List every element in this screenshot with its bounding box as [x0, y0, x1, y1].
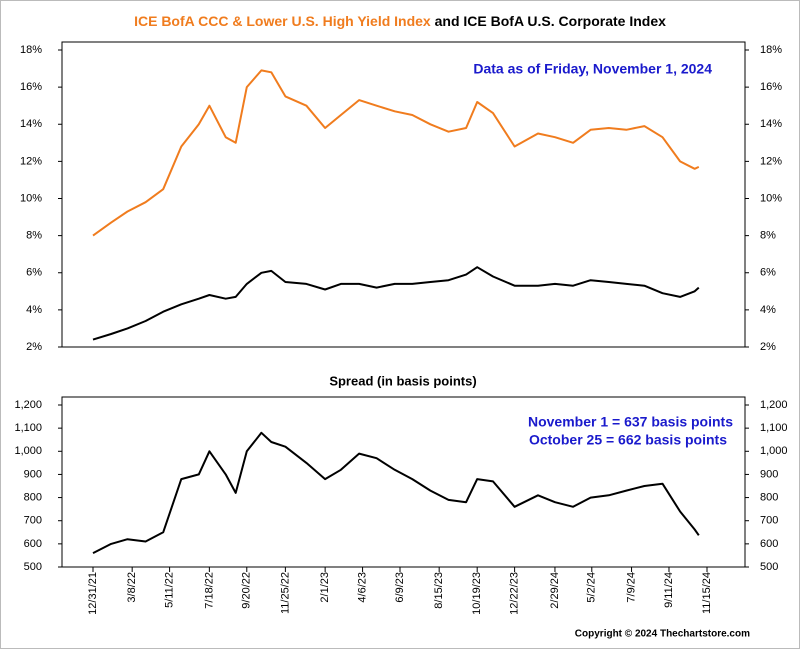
y2-tick-label: 800 [760, 491, 778, 503]
y-tick-label: 1,000 [14, 445, 42, 457]
y2-tick-label: 1,200 [760, 399, 788, 411]
y2-tick-label: 18% [760, 44, 782, 56]
x-tick-label: 7/18/22 [203, 572, 215, 609]
y-tick-label: 2% [26, 341, 42, 353]
y-tick-label: 12% [20, 155, 42, 167]
x-tick-label: 9/11/24 [663, 572, 675, 608]
y-tick-label: 6% [26, 267, 42, 279]
series-line [92, 69, 700, 237]
y2-tick-label: 10% [760, 192, 782, 204]
y-tick-label: 18% [20, 44, 42, 56]
x-tick-label: 4/6/23 [356, 572, 368, 603]
series-line [92, 266, 700, 341]
y2-tick-label: 500 [760, 561, 778, 573]
x-tick-label: 3/8/22 [126, 572, 138, 603]
x-tick-label: 2/29/24 [549, 572, 561, 609]
y2-tick-label: 2% [760, 341, 776, 353]
x-tick-label: 5/11/22 [164, 572, 176, 608]
series-line [92, 431, 700, 554]
y2-tick-label: 900 [760, 468, 778, 480]
x-tick-label: 12/22/23 [509, 572, 521, 615]
x-tick-label: 8/15/23 [433, 572, 445, 609]
x-tick-label: 11/25/22 [279, 572, 291, 614]
y-tick-label: 8% [26, 230, 42, 242]
x-tick-label: 5/2/24 [586, 572, 598, 603]
y-tick-label: 4% [26, 304, 42, 316]
y-tick-label: 16% [20, 81, 42, 93]
x-tick-label: 10/19/23 [471, 572, 483, 615]
y2-tick-label: 1,100 [760, 422, 788, 434]
y2-tick-label: 16% [760, 81, 782, 93]
x-tick-label: 6/9/23 [394, 572, 406, 603]
x-tick-label: 7/9/24 [625, 572, 637, 603]
y-tick-label: 10% [20, 192, 42, 204]
title-part: ICE BofA CCC & Lower U.S. High Yield Ind… [134, 13, 431, 29]
y2-tick-label: 4% [760, 304, 776, 316]
annotation: Data as of Friday, November 1, 2024 [473, 61, 712, 77]
y-tick-label: 900 [24, 468, 42, 480]
y-tick-label: 14% [20, 118, 42, 130]
plot-frame [61, 41, 746, 348]
y-tick-label: 500 [24, 561, 42, 573]
y2-tick-label: 6% [760, 267, 776, 279]
x-tick-label: 2/1/23 [319, 572, 331, 603]
y2-tick-label: 1,000 [760, 445, 788, 457]
y-tick-label: 1,100 [14, 422, 42, 434]
title-part: ICE BofA U.S. Corporate Index [463, 13, 666, 29]
title-part: and [435, 13, 460, 29]
x-tick-label: 12/31/21 [87, 572, 99, 615]
copyright: Copyright © 2024 Thechartstore.com [575, 629, 750, 640]
y-tick-label: 700 [24, 515, 42, 527]
y2-tick-label: 14% [760, 118, 782, 130]
y2-tick-label: 12% [760, 155, 782, 167]
chart-title: Spread (in basis points) [329, 373, 476, 388]
x-tick-label: 11/15/24 [701, 572, 713, 614]
annotation: October 25 = 662 basis points [529, 432, 727, 448]
x-tick-label: 9/20/22 [241, 572, 253, 609]
y-tick-label: 1,200 [14, 399, 42, 411]
y2-tick-label: 8% [760, 230, 776, 242]
y2-tick-label: 700 [760, 515, 778, 527]
y-tick-label: 600 [24, 538, 42, 550]
plot-frame [61, 396, 746, 568]
y-tick-label: 800 [24, 491, 42, 503]
chart-title: ICE BofA CCC & Lower U.S. High Yield Ind… [134, 13, 666, 29]
annotation: November 1 = 637 basis points [528, 414, 733, 430]
y2-tick-label: 600 [760, 538, 778, 550]
